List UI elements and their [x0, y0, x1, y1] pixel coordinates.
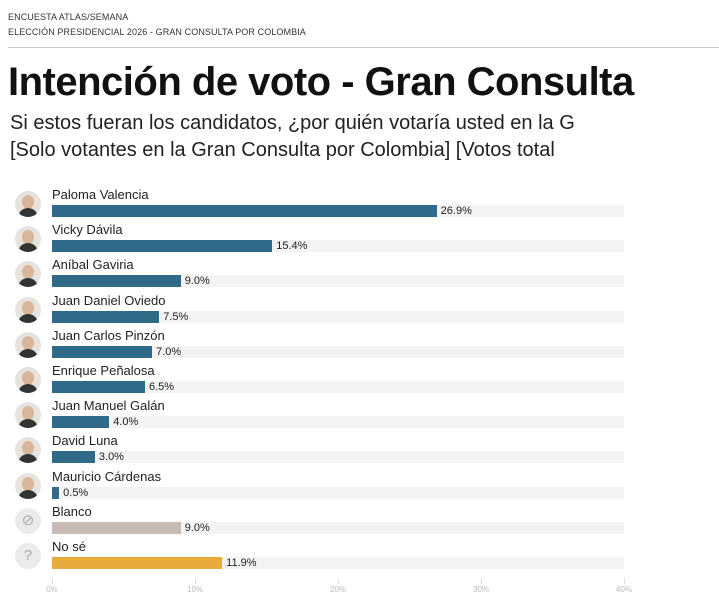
bar	[52, 381, 145, 393]
category-label: No sé	[52, 539, 86, 554]
category-label: Juan Daniel Oviedo	[52, 292, 166, 308]
data-label: 11.9%	[226, 557, 257, 569]
category-label: Enrique Peñalosa	[52, 363, 155, 378]
avatar	[15, 402, 41, 429]
blank-vote-icon: ⊘	[15, 507, 41, 534]
category-label: Blanco	[52, 503, 92, 519]
x-tick-label: 0%	[46, 585, 58, 594]
bar-track	[52, 275, 624, 288]
avatar	[15, 226, 41, 253]
x-tick-label: 30%	[472, 585, 490, 594]
x-tick-label: 10%	[186, 585, 204, 594]
bar	[52, 275, 181, 288]
avatar	[15, 437, 41, 464]
tick-mark	[338, 578, 339, 584]
data-label: 15.4%	[276, 240, 308, 253]
data-label: 9.0%	[184, 275, 210, 288]
data-label: 6.5%	[148, 381, 175, 393]
chart-subtitle-1: Si estos fueran los candidatos, ¿por qui…	[10, 112, 575, 134]
avatar	[15, 261, 41, 288]
bar	[52, 416, 110, 429]
bar-track	[52, 345, 624, 358]
data-label: 9.0%	[184, 521, 210, 534]
bar	[52, 310, 160, 323]
bar-track	[52, 416, 624, 429]
bar	[52, 240, 273, 253]
bar	[52, 557, 223, 569]
data-label: 26.9%	[440, 205, 472, 217]
question-icon: ?	[15, 543, 41, 569]
category-label: Mauricio Cárdenas	[52, 468, 162, 484]
category-label: Paloma Valencia	[52, 187, 149, 202]
x-tick-label: 40%	[615, 585, 633, 594]
tick-mark	[195, 578, 196, 584]
bar-track	[52, 521, 624, 534]
category-label: David Luna	[52, 433, 118, 449]
category-label: Juan Manuel Galán	[52, 398, 165, 414]
bar-track	[52, 310, 624, 323]
data-label: 4.0%	[113, 416, 139, 429]
bar	[52, 345, 153, 358]
data-label: 7.0%	[156, 345, 182, 358]
chart-title: Intención de voto - Gran Consulta	[8, 60, 634, 104]
tick-mark	[52, 578, 53, 584]
data-label: 3.0%	[98, 451, 124, 464]
data-label: 0.5%	[63, 486, 89, 499]
bar	[52, 451, 95, 464]
category-label: Aníbal Gaviria	[52, 257, 134, 273]
kicker-election: ELECCIÓN PRESIDENCIAL 2026 - GRAN CONSUL…	[8, 27, 306, 37]
kicker-source: ENCUESTA ATLAS/SEMANA	[8, 12, 129, 22]
bar-track	[52, 486, 624, 499]
divider	[8, 47, 719, 48]
bar	[52, 486, 60, 499]
avatar	[15, 472, 41, 499]
x-tick-label: 20%	[329, 585, 347, 594]
category-label: Vicky Dávila	[52, 222, 123, 238]
chart-subtitle-2: [Solo votantes en la Gran Consulta por C…	[10, 139, 555, 161]
avatar	[15, 367, 41, 393]
tick-mark	[624, 578, 625, 584]
category-label: Juan Carlos Pinzón	[52, 327, 165, 343]
data-label: 7.5%	[163, 310, 189, 323]
avatar	[15, 331, 41, 358]
bar-track	[52, 451, 624, 464]
bar-track	[52, 381, 624, 393]
tick-mark	[481, 578, 482, 584]
avatar	[15, 296, 41, 323]
bar	[52, 205, 437, 217]
avatar	[15, 191, 41, 217]
bar	[52, 521, 181, 534]
